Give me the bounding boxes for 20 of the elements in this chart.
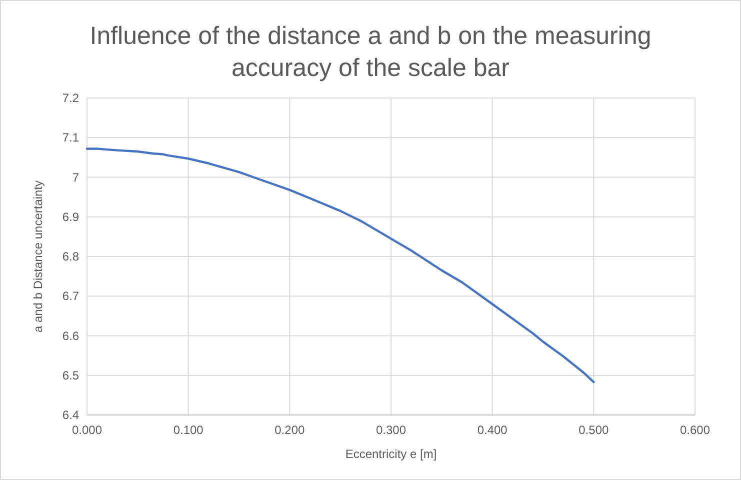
x-tick-label: 0.400 xyxy=(477,423,508,437)
x-tick-label: 0.100 xyxy=(173,423,204,437)
y-tick-label: 6.6 xyxy=(62,328,80,343)
x-axis-title: Eccentricity e [m] xyxy=(345,447,437,461)
y-tick-label: 6.4 xyxy=(62,408,80,422)
line-series xyxy=(86,148,595,384)
chart-title: Influence of the distance a and b on the measuring accuracy of the scale bar xyxy=(90,22,652,82)
x-tick-label: 0.600 xyxy=(680,423,710,437)
y-tick-label: 7.1 xyxy=(62,130,80,145)
y-tick-label: 6.7 xyxy=(62,289,80,304)
y-tick-label: 6.9 xyxy=(62,210,80,224)
y-tick-label: 7 xyxy=(72,170,80,184)
y-tick-label: 6.5 xyxy=(62,368,80,382)
x-tick-label: 0.300 xyxy=(376,423,406,437)
x-tick-label: 0.200 xyxy=(274,423,306,437)
x-tick-label: 0.500 xyxy=(578,423,610,437)
y-axis-title: a and b Distance uncertainty xyxy=(31,180,45,333)
y-tick-label: 6.8 xyxy=(62,250,80,264)
y-tick-label: 7.2 xyxy=(62,91,80,105)
x-tick-label: 0.000 xyxy=(72,423,102,437)
